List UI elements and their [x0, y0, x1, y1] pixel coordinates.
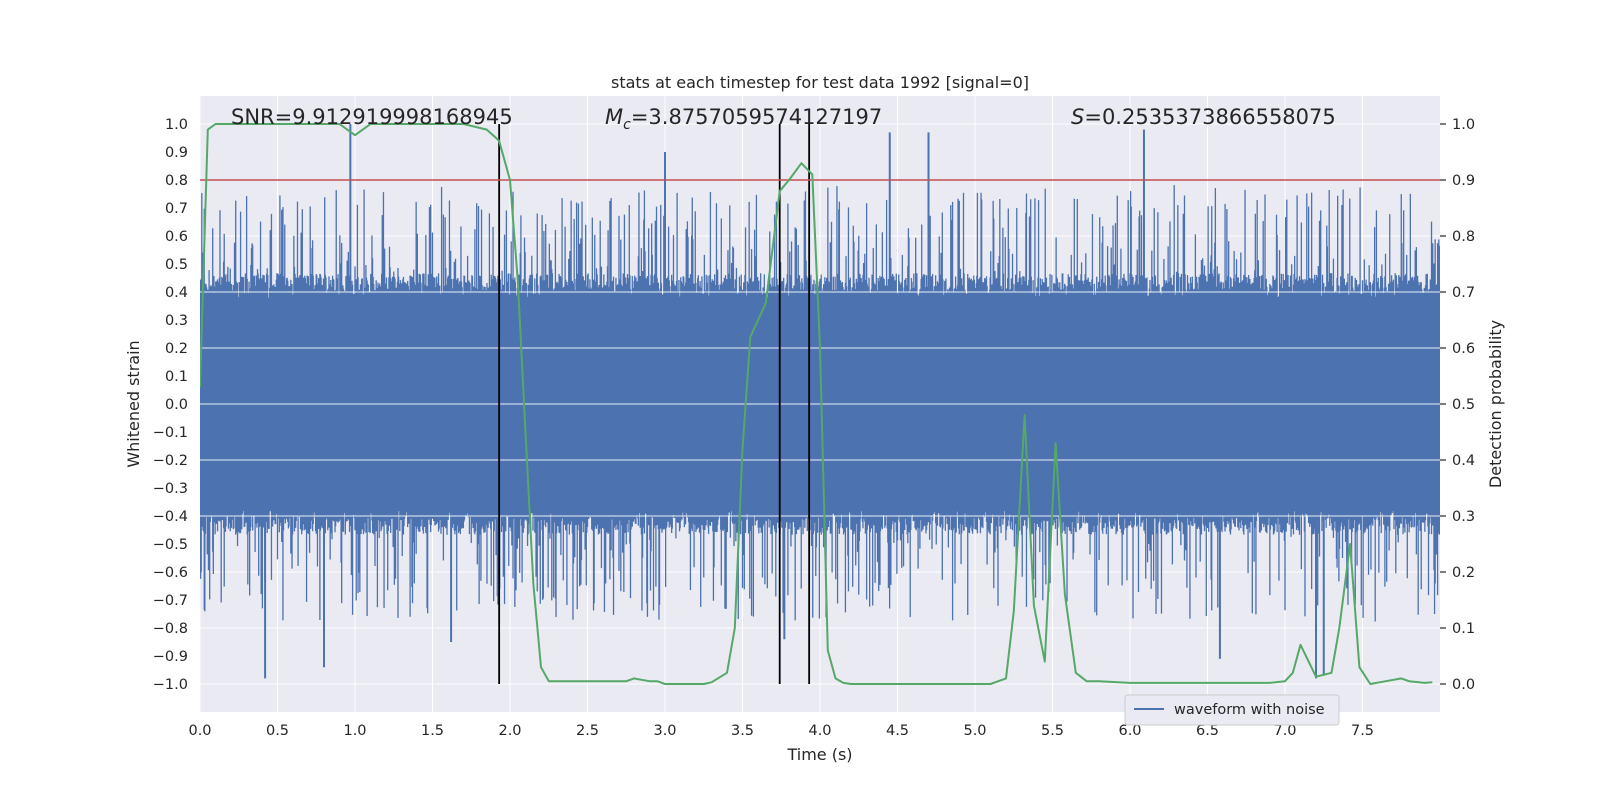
y-axis-label-right: Detection probability: [1486, 320, 1505, 488]
y-tick-label-right: 0.3: [1452, 509, 1475, 525]
y-axis-label-left: Whitened strain: [124, 340, 143, 467]
y-tick-label-left: −1.0: [153, 677, 188, 693]
y-tick-label-right: 0.1: [1452, 621, 1475, 637]
right-axis: 0.0 0.1 0.2 0.3 0.4 0.5 0.6 0.7 0.8 0.9 1.0: [1440, 117, 1475, 693]
y-tick-label-left: −0.3: [153, 481, 188, 497]
x-tick-label: 2.0: [498, 723, 521, 739]
y-tick-label-left: −0.6: [153, 565, 188, 581]
y-tick-label-right: 0.5: [1452, 397, 1475, 413]
y-tick-label-right: 0.9: [1452, 173, 1475, 189]
y-tick-label-right: 0.4: [1452, 453, 1475, 469]
chirp-mass-annotation: Mc=3.8757059574127197: [605, 105, 882, 133]
y-tick-label-left: 0.3: [165, 313, 188, 329]
left-axis: −1.0 −0.9 −0.8 −0.7 −0.6 −0.5 −0.4 −0.3 −0.2 −0.1…: [153, 117, 188, 693]
x-tick-label: 1.5: [421, 723, 444, 739]
s-annotation: S=0.2535373866558075: [1071, 105, 1336, 129]
legend-box: [1124, 694, 1340, 726]
x-tick-label: 2.5: [576, 723, 599, 739]
x-tick-label: 3.5: [731, 723, 754, 739]
x-tick-label: 7.5: [1351, 723, 1374, 739]
x-tick-label: 5.0: [963, 723, 986, 739]
x-tick-label: 4.5: [886, 723, 909, 739]
x-tick-label: 5.5: [1041, 723, 1064, 739]
y-tick-label-left: 0.7: [165, 201, 188, 217]
y-tick-label-left: −0.1: [153, 425, 188, 441]
probability-line: [200, 123, 1433, 685]
y-tick-label-right: 0.8: [1452, 229, 1475, 245]
y-tick-label-left: −0.2: [153, 453, 188, 469]
y-tick-label-left: 0.6: [165, 229, 188, 245]
snr-annotation: SNR=9.912919998168945: [231, 105, 513, 129]
y-tick-label-left: 0.1: [165, 369, 188, 385]
x-tick-label: 3.0: [653, 723, 676, 739]
y-tick-label-left: 0.5: [165, 257, 188, 273]
y-tick-label-left: 1.0: [165, 117, 188, 133]
y-tick-label-left: −0.5: [153, 537, 188, 553]
y-tick-label-right: 0.0: [1452, 677, 1475, 693]
y-tick-label-left: 0.0: [165, 397, 188, 413]
y-tick-label-left: 0.4: [165, 285, 188, 301]
x-tick-label: 4.0: [808, 723, 831, 739]
y-tick-label-left: 0.8: [165, 173, 188, 189]
y-tick-label-right: 0.6: [1452, 341, 1475, 357]
x-tick-label: 0.0: [188, 723, 211, 739]
y-tick-label-left: −0.4: [153, 509, 188, 525]
x-tick-label: 7.0: [1273, 723, 1296, 739]
legend: waveform with noise: [1124, 694, 1340, 726]
x-tick-label: 6.0: [1118, 723, 1141, 739]
x-axis: 0.0 0.5 1.0 1.5 2.0 2.5 3.0 3.5 4.0 4.5 5.0 5.5 6.0 6…: [188, 723, 1374, 739]
y-tick-label-right: 0.7: [1452, 285, 1475, 301]
vertical-markers: [498, 124, 811, 684]
y-tick-label-left: −0.9: [153, 649, 188, 665]
chart-title: stats at each timestep for test data 199…: [611, 73, 1029, 92]
y-tick-label-right: 0.2: [1452, 565, 1475, 581]
y-tick-label-right: 1.0: [1452, 117, 1475, 133]
probability-series: [200, 123, 1433, 685]
y-tick-label-left: −0.8: [153, 621, 188, 637]
y-tick-label-left: −0.7: [153, 593, 188, 609]
y-tick-label-left: 0.2: [165, 341, 188, 357]
x-tick-label: 6.5: [1196, 723, 1219, 739]
x-axis-label: Time (s): [786, 745, 852, 764]
legend-label: waveform with noise: [1174, 702, 1325, 718]
x-tick-label: 0.5: [266, 723, 289, 739]
x-tick-label: 1.0: [343, 723, 366, 739]
y-tick-label-left: 0.9: [165, 145, 188, 161]
